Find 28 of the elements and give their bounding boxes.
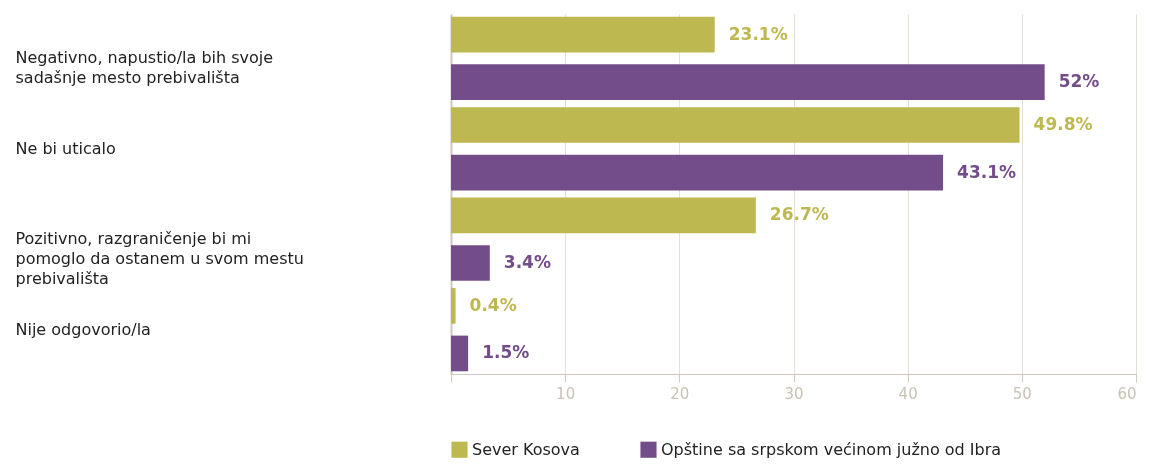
bar xyxy=(451,154,944,191)
x-tick-label: 30 xyxy=(784,384,804,403)
x-tick-label: 10 xyxy=(556,384,576,403)
legend-label: Opštine sa srpskom većinom južno od Ibra xyxy=(661,439,1002,459)
y-tick-label: Negativno, napustio/la bih svoje sadašnje mesto prebivališta xyxy=(15,48,274,88)
y-tick-label: Nije odgovorio/la xyxy=(15,319,151,339)
x-tick-label: 20 xyxy=(670,384,690,403)
bar xyxy=(451,335,469,372)
data-label: 0.4% xyxy=(469,294,517,315)
data-label: 43.1% xyxy=(957,161,1017,182)
data-label: 26.7% xyxy=(769,204,829,225)
bar xyxy=(451,16,715,53)
y-tick-label: Ne bi uticalo xyxy=(15,138,116,158)
data-label: 52% xyxy=(1058,71,1100,92)
data-label: 49.8% xyxy=(1033,114,1093,134)
bar xyxy=(451,107,1020,143)
x-tick-label: 40 xyxy=(898,384,918,403)
x-tick-label: 50 xyxy=(1012,384,1032,403)
data-label: 1.5% xyxy=(482,342,530,363)
legend-label: Sever Kosova xyxy=(472,439,580,459)
bar xyxy=(451,64,1045,100)
bar xyxy=(451,197,756,234)
y-tick-label: Pozitivno, razgraničenje bi mi pomoglo da ostanem u svom mestu prebivališta xyxy=(15,229,304,289)
x-tick-label: 60 xyxy=(1117,384,1137,403)
bar xyxy=(451,245,490,281)
data-label: 3.4% xyxy=(503,252,551,272)
bar xyxy=(451,288,456,324)
data-label: 23.1% xyxy=(728,23,788,44)
